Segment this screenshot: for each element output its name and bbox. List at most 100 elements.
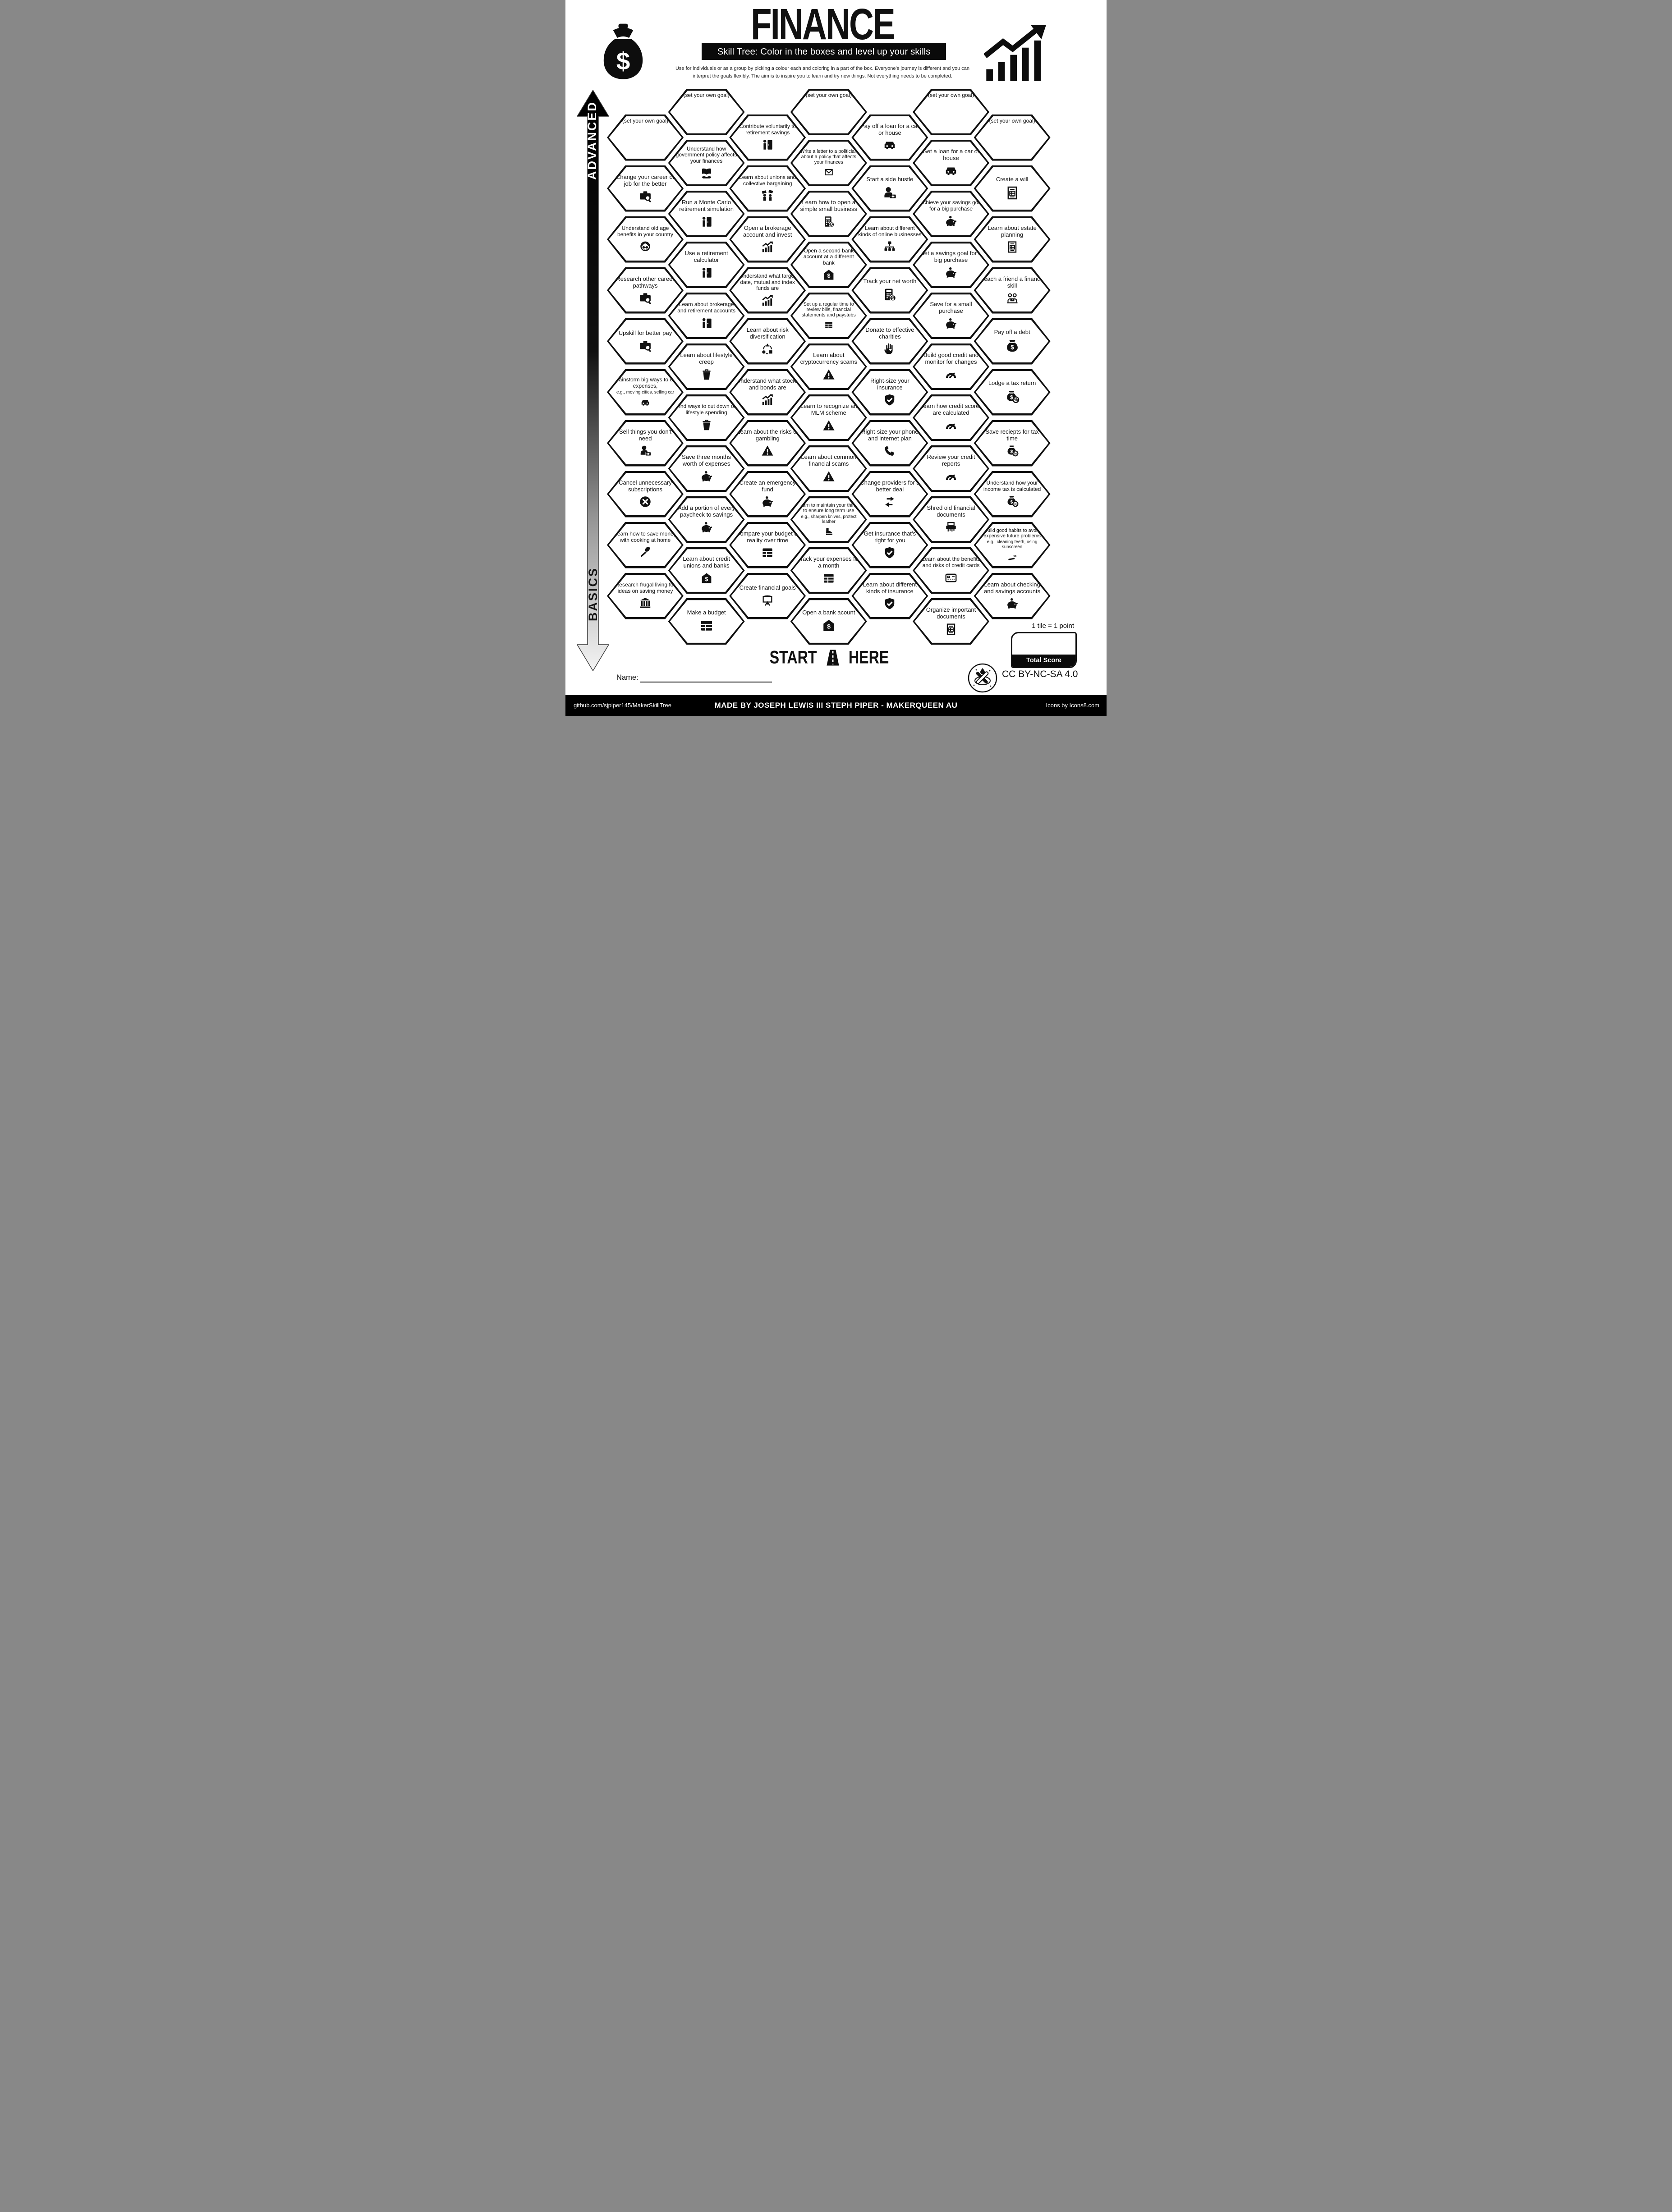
hex-tile[interactable]: Research frugal living for ideas on savi… — [607, 572, 684, 619]
hex-tile[interactable]: Understand what target date, mutual and … — [729, 267, 806, 314]
hex-tile[interactable]: Learn to recognize an MLM scheme — [790, 394, 867, 441]
hex-tile[interactable]: Use a retirement calculator — [668, 242, 745, 288]
hex-tile-fill — [670, 549, 743, 592]
hex-tile[interactable]: Donate to effective charities — [851, 318, 928, 365]
hex-tile[interactable]: Open a second bank account at a differen… — [790, 242, 867, 288]
hex-tile[interactable]: Pay off a loan for a car or house — [851, 114, 928, 161]
bank-building-icon — [638, 596, 652, 610]
hex-tile[interactable]: Sell things you don’t need — [607, 420, 684, 467]
hex-tile[interactable]: Upskill for better pay — [607, 318, 684, 365]
hex-tile[interactable]: Create a will — [974, 165, 1051, 212]
hex-tile[interactable]: Achieve your savings goal for a big purc… — [913, 191, 989, 237]
money-bag-percent-icon: $% — [1006, 495, 1019, 508]
hex-tile[interactable]: Add a portion of every paycheck to savin… — [668, 496, 745, 543]
hex-tile[interactable]: Understand old age benefits in your coun… — [607, 216, 684, 263]
hex-tile[interactable]: Brainstorm big ways to cut expenses, e.g.… — [607, 369, 684, 416]
hex-tile[interactable]: Open a bank acount $ — [790, 598, 867, 645]
hex-tile[interactable]: Learn how credit scores are calculated — [913, 394, 989, 441]
hex-label: Pay off a debt — [994, 329, 1030, 336]
hex-tile[interactable]: Set up a regular time to review bills, f… — [790, 293, 867, 339]
hex-tile[interactable]: Change your career or job for the better — [607, 165, 684, 212]
hex-tile[interactable]: Learn about estate planning — [974, 216, 1051, 263]
total-score-box[interactable]: Total Score — [1011, 632, 1077, 668]
svg-text:$: $ — [1010, 395, 1013, 401]
hex-label: Save for a small purchase — [930, 301, 972, 314]
shredder-icon — [944, 521, 958, 534]
hex-tile[interactable]: Open a brokerage account and invest — [729, 216, 806, 263]
hex-tile[interactable]: (set your own goal) — [790, 89, 867, 135]
calculator-dollar-icon: $ — [822, 215, 836, 229]
hex-tile[interactable]: Find ways to cut down on lifestyle spend… — [668, 394, 745, 441]
hex-tile[interactable]: Lodge a tax return $% — [974, 369, 1051, 416]
hex-tile[interactable]: Build good habits to avoid expensive fut… — [974, 522, 1051, 568]
hex-tile[interactable]: Research other career pathways — [607, 267, 684, 314]
hex-label: Right-size your insurance — [870, 377, 909, 391]
hex-tile[interactable]: Get insurance that’s right for you — [851, 522, 928, 568]
hex-tile[interactable]: Write a letter to a politician about a p… — [790, 140, 867, 186]
hand-heart-icon — [883, 342, 896, 356]
hex-tile[interactable]: (set your own goal) — [913, 89, 989, 135]
briefcase-search-icon — [638, 339, 652, 353]
footer-repo-link[interactable]: github.com/sjpiper145/MakerSkillTree — [574, 702, 672, 709]
hex-tile[interactable]: Contribute voluntarily to retirement sav… — [729, 114, 806, 161]
hex-tile[interactable]: Learn about different kinds of online bu… — [851, 216, 928, 263]
hex-tile[interactable]: Learn how to open a simple small busines… — [790, 191, 867, 237]
hex-tile[interactable]: Create an emergency fund — [729, 471, 806, 518]
hex-tile[interactable]: Learn how to save money with cooking at … — [607, 522, 684, 568]
hex-tile[interactable]: Understand how your income tax is calcul… — [974, 471, 1051, 518]
hex-tile[interactable]: Make a budget — [668, 598, 745, 645]
hex-tile[interactable]: Learn about checking and savings account… — [974, 572, 1051, 619]
hex-tile[interactable]: Review your credit reports — [913, 445, 989, 492]
hex-tile[interactable]: Understand what stocks and bonds are — [729, 369, 806, 416]
hex-tile[interactable]: Track your net worth $ — [851, 267, 928, 314]
hex-tile[interactable]: Organize important documents — [913, 598, 989, 645]
hex-tile[interactable]: Shred old financial documents — [913, 496, 989, 543]
hex-tile[interactable]: Right-size your phone and internet plan — [851, 420, 928, 467]
hex-tile-fill — [914, 549, 988, 592]
hex-tile[interactable]: Cancel unnecessary subscriptions — [607, 471, 684, 518]
hex-tile[interactable]: Compare your budget to reality over time — [729, 522, 806, 568]
hex-tile[interactable]: Learn about cryptocurrency scams — [790, 343, 867, 390]
hex-sublabel: e.g., cleaning teeth, using sunscreen — [987, 540, 1038, 550]
hex-tile[interactable]: Learn about unions and collective bargai… — [729, 165, 806, 212]
hex-tile[interactable]: Save reciepts for tax time $% — [974, 420, 1051, 467]
hex-label: Save three months worth of expenses — [682, 453, 731, 467]
hex-tile[interactable]: Right-size your insurance — [851, 369, 928, 416]
hex-tile[interactable]: Save for a small purchase — [913, 293, 989, 339]
hex-tile[interactable]: (set your own goal) — [607, 114, 684, 161]
hex-tile[interactable]: Change providers for a better deal — [851, 471, 928, 518]
hex-label: Learn about brokerage and retirement acc… — [677, 301, 735, 314]
hex-tile[interactable]: Build good credit and monitor for change… — [913, 343, 989, 390]
hex-tile[interactable]: Save three months worth of expenses — [668, 445, 745, 492]
hex-tile[interactable]: (set your own goal) — [668, 89, 745, 135]
hex-tile[interactable]: Get a loan for a car or house — [913, 140, 989, 186]
svg-text:%: % — [1013, 502, 1017, 507]
hex-tile[interactable]: Learn about brokerage and retirement acc… — [668, 293, 745, 339]
hex-tile[interactable]: Learn about lifestyle creep — [668, 343, 745, 390]
hex-label: Change your career or job for the better — [616, 173, 675, 187]
svg-text:%: % — [1014, 397, 1018, 403]
hex-tile[interactable]: Pay off a debt $ — [974, 318, 1051, 365]
shield-check-icon — [883, 546, 896, 559]
svg-text:$: $ — [830, 222, 833, 227]
hex-label: Learn how to save money with cooking at … — [614, 530, 676, 543]
hex-tile[interactable]: Run a Monte Carlo retirement simulation — [668, 191, 745, 237]
hex-tile[interactable]: Understand how government policy affects… — [668, 140, 745, 186]
piggy-bank-icon — [700, 470, 713, 483]
hex-tile[interactable]: Start a side hustle — [851, 165, 928, 212]
table-icon — [824, 320, 834, 330]
hex-tile[interactable]: Learn about credit unions and banks $ — [668, 547, 745, 594]
hex-tile[interactable]: Create financial goals — [729, 572, 806, 619]
hex-tile[interactable]: Track your expenses for a month — [790, 547, 867, 594]
hex-tile-fill — [609, 116, 682, 159]
hex-tile[interactable]: Learn about the benefits and risks of cr… — [913, 547, 989, 594]
hex-tile[interactable]: Learn to maintain your things to ensure … — [790, 496, 867, 543]
hex-tile[interactable]: Teach a friend a finance skill — [974, 267, 1051, 314]
hex-label: Set a savings goal for a big purchase — [920, 250, 982, 263]
hex-tile[interactable]: Learn about risk diversification — [729, 318, 806, 365]
hex-tile[interactable]: Learn about the risks of gambling — [729, 420, 806, 467]
hex-tile[interactable]: (set your own goal) — [974, 114, 1051, 161]
hex-tile[interactable]: Set a savings goal for a big purchase — [913, 242, 989, 288]
hex-tile[interactable]: Learn about common financial scams — [790, 445, 867, 492]
hex-tile[interactable]: Learn about different kinds of insurance — [851, 572, 928, 619]
